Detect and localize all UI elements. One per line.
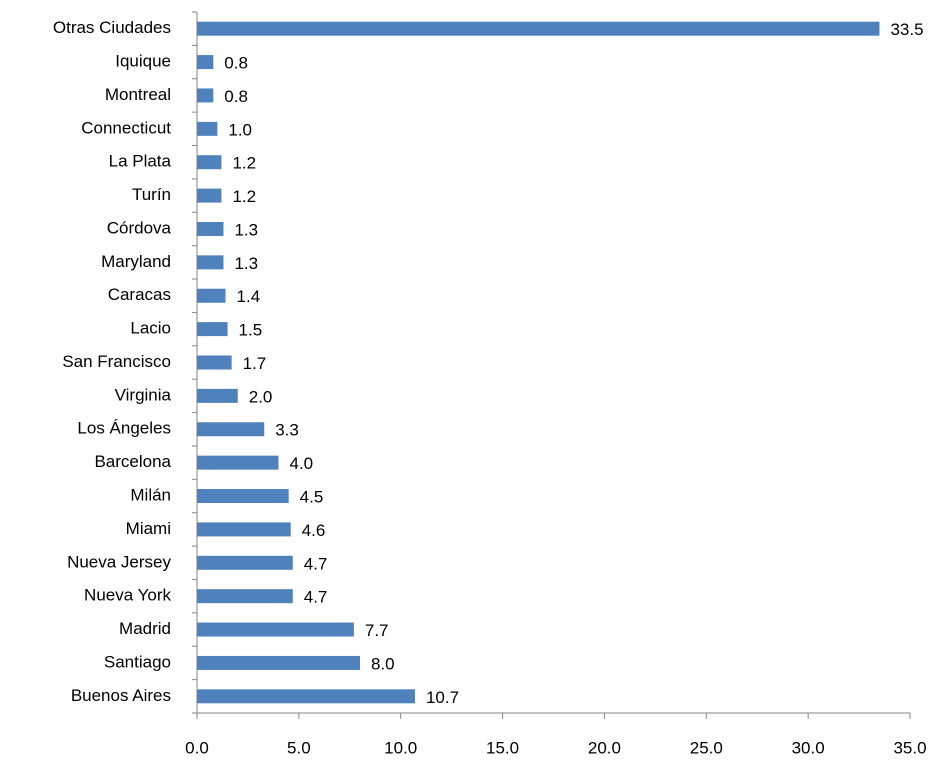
value-label: 1.3 bbox=[234, 254, 258, 273]
value-label: 1.3 bbox=[234, 220, 258, 239]
bar bbox=[197, 88, 214, 103]
bar bbox=[197, 455, 279, 470]
x-tick-label: 30.0 bbox=[792, 738, 825, 757]
bar bbox=[197, 255, 224, 270]
y-tick-label: Nueva Jersey bbox=[67, 552, 171, 571]
bar bbox=[197, 522, 291, 537]
bar bbox=[197, 589, 293, 604]
x-tick-label: 10.0 bbox=[384, 738, 417, 757]
y-tick-label: Nueva York bbox=[84, 586, 171, 605]
y-tick-label: Otras Ciudades bbox=[53, 18, 171, 37]
value-label: 1.4 bbox=[237, 287, 261, 306]
y-tick-label: Córdova bbox=[107, 218, 172, 237]
bar bbox=[197, 655, 360, 670]
y-tick-label: Connecticut bbox=[81, 118, 171, 137]
value-label: 4.7 bbox=[304, 554, 328, 573]
y-tick-label: Turín bbox=[132, 185, 171, 204]
y-tick-label: La Plata bbox=[109, 152, 172, 171]
value-label: 1.2 bbox=[232, 154, 256, 173]
x-tick-label: 15.0 bbox=[486, 738, 519, 757]
bar bbox=[197, 622, 354, 637]
bar bbox=[197, 21, 880, 36]
bar bbox=[197, 188, 222, 203]
y-tick-label: Buenos Aires bbox=[71, 686, 171, 705]
y-tick-label: Montreal bbox=[105, 85, 171, 104]
x-tick-label: 25.0 bbox=[690, 738, 723, 757]
x-tick-label: 0.0 bbox=[185, 738, 209, 757]
value-label: 4.0 bbox=[289, 454, 313, 473]
x-tick-label: 5.0 bbox=[287, 738, 311, 757]
y-tick-label: Milán bbox=[130, 486, 171, 505]
value-label: 1.7 bbox=[243, 354, 267, 373]
value-label: 4.7 bbox=[304, 588, 328, 607]
value-label: 1.2 bbox=[232, 187, 256, 206]
value-label: 8.0 bbox=[371, 654, 395, 673]
value-label: 10.7 bbox=[426, 688, 459, 707]
y-tick-label: Madrid bbox=[119, 619, 171, 638]
bar bbox=[197, 555, 293, 570]
bar bbox=[197, 221, 224, 236]
y-tick-label: Miami bbox=[126, 519, 171, 538]
bar bbox=[197, 489, 289, 504]
value-label: 33.5 bbox=[890, 20, 923, 39]
y-tick-label: Barcelona bbox=[94, 452, 171, 471]
y-tick-label: Caracas bbox=[108, 285, 171, 304]
bar bbox=[197, 355, 232, 370]
value-label: 7.7 bbox=[365, 621, 389, 640]
x-tick-label: 35.0 bbox=[893, 738, 926, 757]
bar bbox=[197, 155, 222, 170]
y-tick-label: Lacio bbox=[130, 319, 171, 338]
value-label: 2.0 bbox=[249, 387, 273, 406]
y-tick-label: Santiago bbox=[104, 652, 171, 671]
y-tick-label: Iquique bbox=[115, 52, 171, 71]
bar bbox=[197, 322, 228, 337]
x-tick-label: 20.0 bbox=[588, 738, 621, 757]
value-label: 4.5 bbox=[300, 488, 324, 507]
bar bbox=[197, 422, 265, 437]
bar bbox=[197, 121, 218, 136]
y-tick-label: Los Ángeles bbox=[77, 419, 171, 438]
value-label: 4.6 bbox=[302, 521, 326, 540]
bar bbox=[197, 388, 238, 403]
value-label: 3.3 bbox=[275, 421, 299, 440]
value-label: 1.5 bbox=[239, 321, 263, 340]
value-label: 0.8 bbox=[224, 87, 248, 106]
bar bbox=[197, 288, 226, 303]
y-tick-label: San Francisco bbox=[62, 352, 171, 371]
bar bbox=[197, 689, 415, 704]
bar bbox=[197, 55, 214, 70]
value-label: 1.0 bbox=[228, 120, 252, 139]
y-tick-label: Maryland bbox=[101, 252, 171, 271]
value-label: 0.8 bbox=[224, 54, 248, 73]
y-tick-label: Virginia bbox=[115, 385, 172, 404]
